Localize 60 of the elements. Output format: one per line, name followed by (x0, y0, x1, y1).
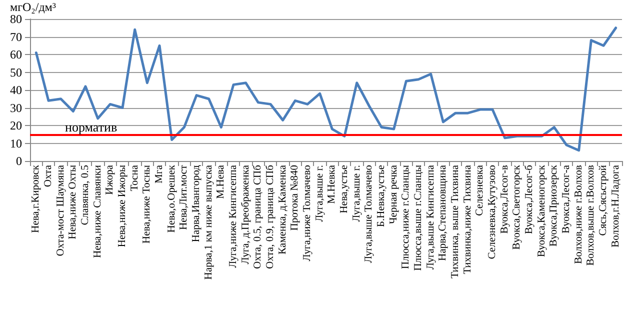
y-tick-label: 0 (16, 154, 22, 168)
x-tick-label: Луга,выше г. (314, 165, 326, 222)
x-tick-label: Нева,ниже Славянки (92, 164, 104, 258)
x-tick-label: Вуокса,Лесог-а (561, 164, 572, 234)
x-tick-label: Плюсса,ниже г.Сланцы (400, 165, 412, 269)
x-tick-label: Нарва,Ивангород (191, 164, 202, 242)
x-tick-label: Вуокса,Светогорск (512, 164, 523, 250)
x-tick-label: Нева,Лит.мост (178, 164, 190, 230)
x-tick-label: Тосна (129, 164, 140, 192)
x-tick-label: М.Невка (326, 164, 338, 204)
y-tick-label: 50 (10, 65, 22, 80)
x-tick-label: Луга,выше г. (351, 165, 362, 222)
x-tick-label: Луга, д.Преображенка (240, 164, 252, 264)
x-tick-label: Нева,г.Кировск (30, 164, 42, 233)
x-tick-label: Луга,ниже Толмачево (302, 165, 313, 262)
y-tick-label: 40 (10, 83, 22, 97)
y-tick-label: 60 (10, 48, 22, 62)
x-tick-label: Охта-мост Шаумяна (55, 164, 66, 256)
x-tick-label: Нева,ниже Охты (68, 165, 79, 240)
x-tick-label: Луга,ниже Кингисеппа (228, 164, 239, 268)
ref-line-label: норматив (65, 119, 118, 134)
x-tick-label: Сясь,Сясьстрой (598, 164, 609, 236)
x-tick-label: Волхов,г.Н.Ладога (610, 164, 622, 248)
x-tick-label: Нева,о.Орешек (166, 164, 178, 233)
x-tick-label: Нева,ниже Тосны (142, 165, 153, 244)
x-tick-label: Каменка, д.Каменка (277, 164, 288, 254)
x-tick-label: Протока №840 (290, 165, 301, 231)
y-tick-label: 30 (10, 100, 22, 115)
x-tick-label: Вуокса,Лесог-б (524, 165, 535, 234)
x-tick-label: Вуокса,Каменогорск (536, 164, 548, 258)
x-tick-label: Тихвинка, выше Тихвина (450, 164, 461, 278)
x-tick-label: Нарва,Степановщина (438, 164, 449, 261)
x-tick-label: Луга,выше Толмачево (364, 165, 375, 263)
x-tick-label: Охта, 0.9, граница СПб (265, 165, 276, 269)
x-tick-label: Нева,устье (339, 164, 350, 214)
x-tick-label: Вуокса,Приозерск (548, 164, 560, 247)
line-series (34, 26, 618, 152)
x-tick-label: Мга (154, 164, 165, 184)
x-tick-label: Луга,выше Кингисеппа (425, 164, 436, 270)
x-tick-label: М.Нева (216, 164, 227, 199)
x-tick-label: Селезневка (474, 164, 486, 216)
y-tick-label: 70 (10, 30, 22, 44)
x-tick-label: Б.Невка,устье (376, 164, 387, 228)
x-tick-label: Вуокса,Лесог-в (499, 164, 510, 234)
x-tick-label: Волхов,выше г.Волхов (586, 164, 597, 266)
x-tick-label: Охта (43, 164, 54, 187)
y-axis-title: мгО₂/дм³ (10, 0, 56, 14)
x-tick-label: Волхов,ниже г.Волхов (573, 164, 584, 264)
x-tick-label: Тихвинка,ниже Тихвина (462, 164, 474, 274)
x-tick-label: Селезневка,Кутузово (487, 165, 498, 260)
x-tick-label: Охта, 0.5, граница СПб (252, 165, 264, 269)
y-tick-label: 80 (10, 12, 22, 26)
x-tick-label: Черная речка (388, 164, 400, 224)
y-tick-label: 10 (10, 136, 22, 150)
x-tick-label: Нарва,1 км ниже выпуска (203, 164, 214, 280)
x-tick-label: Нева,ниже Ижоры (117, 165, 128, 248)
x-tick-label: Ижора (104, 164, 116, 195)
x-tick-label: Славянка, 0.5 (80, 165, 91, 226)
x-tick-label: Плюсса,выше г.Сланцы (413, 165, 424, 271)
y-tick-label: 20 (10, 118, 22, 132)
